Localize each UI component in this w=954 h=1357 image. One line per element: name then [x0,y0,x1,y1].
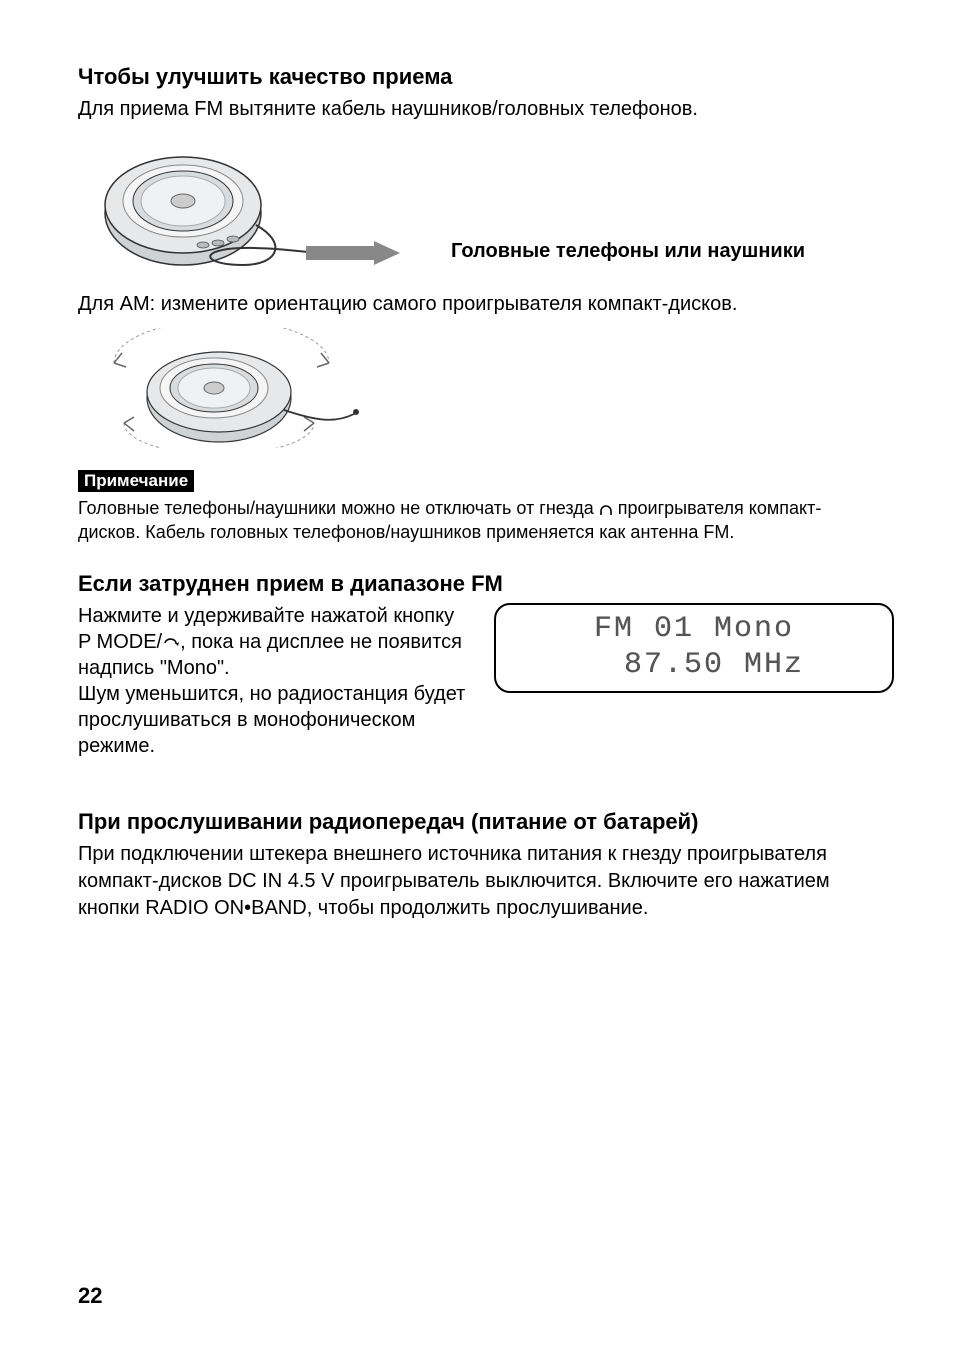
caption-headphones: Головные телефоны или наушники [451,240,805,263]
repeat-icon [162,635,180,649]
lcd-line-1: FM 01 Mono [506,611,882,647]
cd-player-am-illustration [84,328,364,448]
section-title-fm: Если затруднен прием в диапазоне FM [78,571,876,597]
note-text: Головные телефоны/наушники можно не откл… [78,496,876,545]
cd-player-fm-illustration [78,143,423,273]
note-text-before: Головные телефоны/наушники можно не откл… [78,498,599,518]
text-fm-reception: Для приема FM вытяните кабель наушников/… [78,96,876,123]
note-badge: Примечание [78,470,194,492]
lcd-display: FM 01 Mono 87.50 MHz [494,603,894,693]
section-fm-difficult: Если затруднен прием в диапазоне FM Нажм… [78,571,876,759]
page-number: 22 [78,1283,102,1309]
section-battery: При прослушивании радиопередач (питание … [78,809,876,922]
section-title-battery: При прослушивании радиопередач (питание … [78,809,876,835]
figure-fm-row: Головные телефоны или наушники [78,143,876,273]
fm-paragraph: Нажмите и удерживайте нажатой кнопку P M… [78,603,468,759]
note-block: Примечание Головные телефоны/наушники мо… [78,470,876,545]
headphone-jack-icon [599,501,613,517]
section-title-reception: Чтобы улучшить качество приема [78,64,876,90]
text-am-reception: Для AM: измените ориентацию самого проиг… [78,291,876,318]
battery-text: При подключении штекера внешнего источни… [78,841,876,922]
lcd-line-2: 87.50 MHz [506,647,882,683]
section-reception: Чтобы улучшить качество приема Для прием… [78,64,876,448]
